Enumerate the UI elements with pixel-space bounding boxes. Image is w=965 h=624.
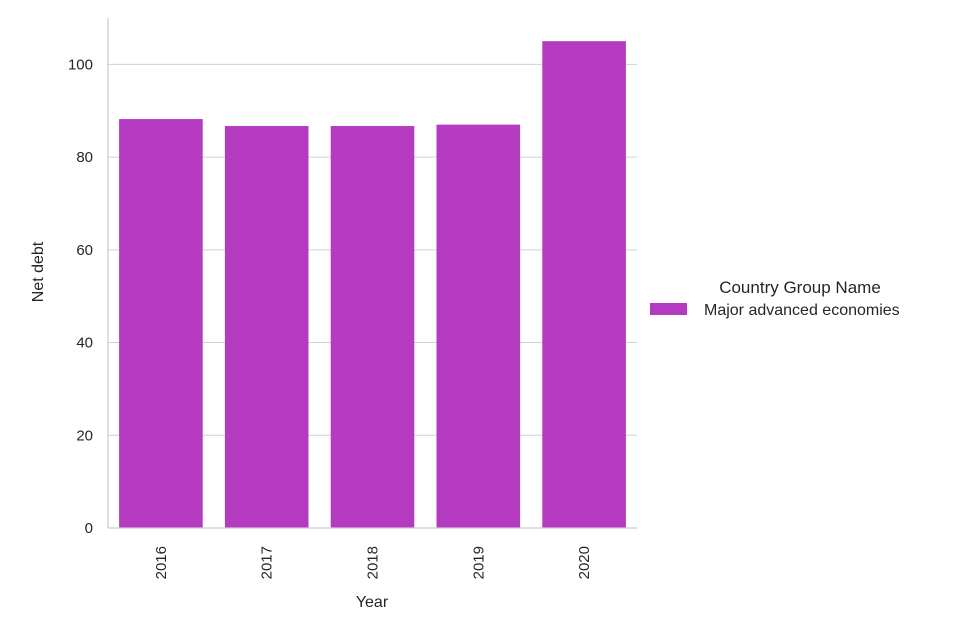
x-tick-label: 2019 bbox=[470, 546, 487, 579]
y-tick-label: 20 bbox=[76, 427, 93, 444]
x-tick-label: 2017 bbox=[259, 546, 276, 579]
x-tick-label: 2020 bbox=[576, 546, 593, 579]
x-axis-label: Year bbox=[356, 594, 389, 611]
y-tick-label: 60 bbox=[76, 242, 93, 259]
bar-2019 bbox=[436, 124, 521, 529]
bar-2017 bbox=[224, 126, 309, 528]
y-tick-label: 100 bbox=[68, 56, 93, 73]
legend: Country Group Name Major advanced econom… bbox=[650, 278, 900, 319]
axes bbox=[107, 18, 637, 529]
x-tick-labels: 2016 2017 2018 2019 2020 bbox=[153, 546, 593, 579]
x-tick-label: 2018 bbox=[365, 546, 382, 579]
y-tick-label: 40 bbox=[76, 335, 93, 352]
y-tick-label: 80 bbox=[76, 149, 93, 166]
y-tick-label: 0 bbox=[85, 520, 93, 537]
x-tick-label: 2016 bbox=[153, 546, 170, 579]
bar-2018 bbox=[330, 126, 415, 528]
y-axis-label: Net debt bbox=[30, 241, 47, 302]
bar-2016 bbox=[119, 119, 203, 528]
legend-entry-label: Major advanced economies bbox=[704, 302, 900, 319]
legend-swatch bbox=[650, 303, 687, 315]
legend-title: Country Group Name bbox=[719, 278, 881, 297]
bars bbox=[119, 41, 626, 529]
bar-2020 bbox=[542, 41, 626, 528]
y-tick-labels: 0 20 40 60 80 100 bbox=[68, 56, 93, 537]
